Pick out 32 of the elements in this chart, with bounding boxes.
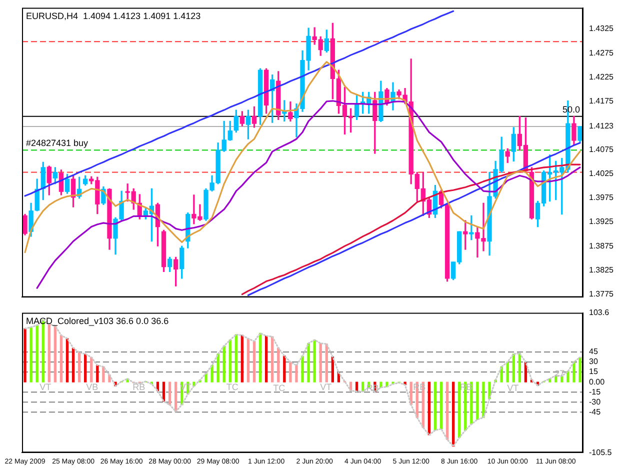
y-tick-label: -45 [589, 407, 602, 416]
y-tick-label: 0.00 [589, 377, 606, 386]
y-tick-label: 103.6 [589, 308, 610, 318]
y-tick-label: 1.4123 [589, 122, 614, 131]
y-tick-label: -105.5 [589, 448, 612, 457]
y-tick-label: 1.4075 [589, 144, 614, 154]
ref-line-label: #24827431 buy [26, 138, 89, 148]
annotation: VB [86, 382, 98, 392]
y-tick-label: 1.3825 [589, 265, 614, 274]
y-tick-label: 1.4325 [589, 24, 614, 34]
y-tick-label: 1.3925 [589, 217, 614, 226]
y-tick-label: 1.4225 [589, 72, 614, 82]
chart-title: EURUSD,H4 1.4094 1.4123 1.4091 1.4123 [26, 10, 201, 21]
annotation: TC [273, 383, 286, 394]
y-tick-label: 30 [589, 357, 598, 366]
y-tick-label: 1.4275 [589, 48, 614, 58]
y-tick-label: 1.3875 [589, 241, 614, 250]
y-tick-label: 45 [589, 347, 598, 356]
annotation: VT [507, 383, 520, 394]
y-tick-label: -15 [589, 387, 602, 396]
annotation: RB [132, 382, 146, 392]
y-tick-label: 15 [589, 367, 598, 376]
annotation: VT [320, 382, 332, 392]
y-tick-label: 1.3975 [589, 193, 614, 202]
y-tick-label: 1.4025 [589, 168, 614, 178]
y-tick-label: 1.4175 [589, 96, 614, 106]
y-tick-label: -30 [589, 397, 602, 406]
y-tick-label: 1.3775 [589, 290, 614, 299]
annotation: VT [180, 382, 192, 392]
chart-title: MACD_Colored_v103 36.6 0.0 36.6 [26, 316, 169, 326]
annotation: TC [226, 382, 239, 392]
annotation: VT [40, 382, 52, 392]
